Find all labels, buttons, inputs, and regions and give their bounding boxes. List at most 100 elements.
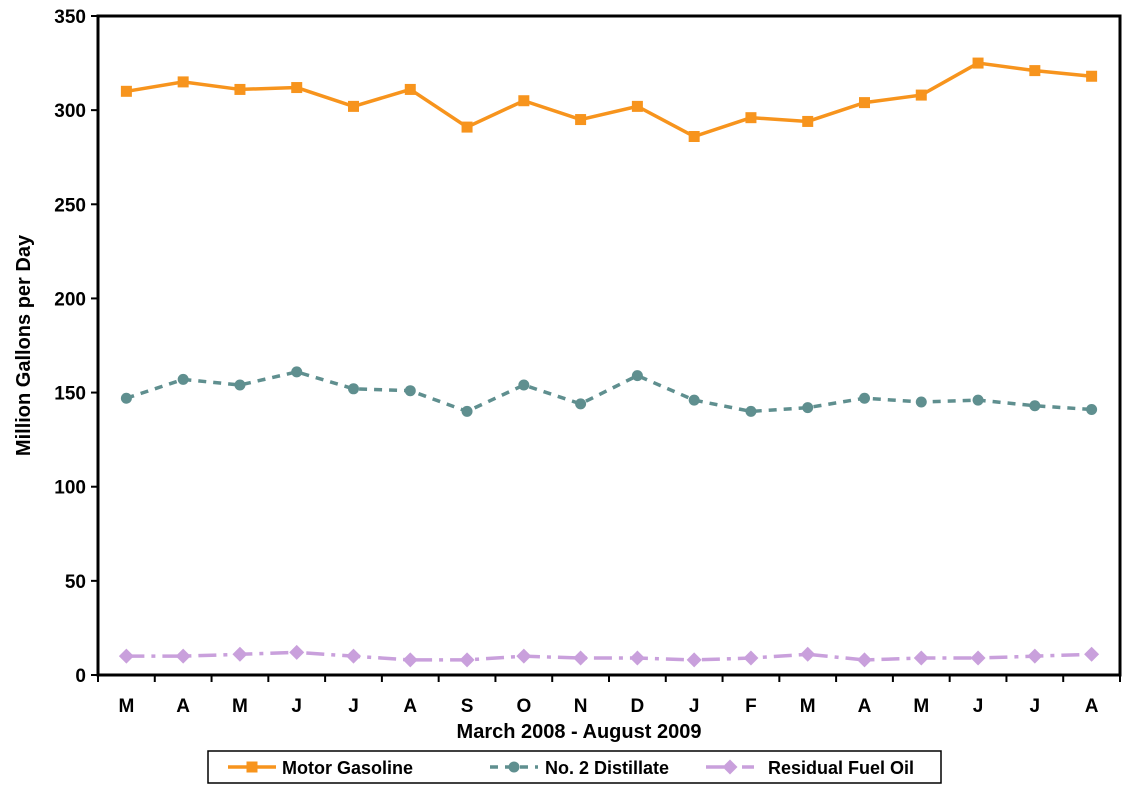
data-point xyxy=(1029,65,1041,77)
series-0 xyxy=(120,57,1098,143)
data-point xyxy=(575,114,587,126)
legend-label: Residual Fuel Oil xyxy=(768,758,914,778)
data-point xyxy=(972,394,984,406)
x-tick-label: S xyxy=(461,696,474,717)
data-point xyxy=(1029,400,1041,412)
series-1 xyxy=(120,366,1098,417)
data-point xyxy=(857,652,872,668)
data-point xyxy=(688,131,700,143)
data-point xyxy=(1084,646,1100,662)
data-point xyxy=(573,650,589,666)
data-point xyxy=(291,366,303,378)
data-point xyxy=(913,650,929,666)
legend-swatch-marker xyxy=(722,759,738,775)
y-tick-label: 200 xyxy=(54,289,86,310)
series-2 xyxy=(118,644,1100,668)
legend-box xyxy=(207,750,942,784)
data-point xyxy=(234,379,246,391)
data-point xyxy=(461,121,473,133)
x-tick-label: M xyxy=(800,696,816,717)
data-point xyxy=(688,394,700,406)
data-point xyxy=(348,100,359,112)
data-point xyxy=(404,385,416,397)
data-point xyxy=(348,383,359,395)
y-tick-label: 350 xyxy=(54,7,86,28)
x-tick-label: A xyxy=(403,696,417,717)
data-point xyxy=(177,76,189,88)
data-point xyxy=(118,648,134,664)
data-point xyxy=(745,112,757,124)
x-tick-label: A xyxy=(176,696,190,717)
data-point xyxy=(516,648,532,664)
y-tick-label: 250 xyxy=(54,195,86,216)
data-point xyxy=(972,57,984,69)
x-tick-label: M xyxy=(913,696,929,717)
data-point xyxy=(629,650,645,666)
series-lines xyxy=(118,57,1100,668)
x-tick-label: J xyxy=(1030,696,1041,717)
data-point xyxy=(631,370,643,382)
y-axis-title: Million Gallons per Day xyxy=(13,234,35,456)
legend-swatch-marker xyxy=(246,761,258,773)
data-point xyxy=(518,95,530,107)
data-point xyxy=(289,644,305,660)
data-point xyxy=(745,405,757,417)
data-point xyxy=(234,83,246,95)
data-point xyxy=(915,396,927,408)
series-line xyxy=(126,61,1092,139)
data-point xyxy=(346,648,361,664)
data-point xyxy=(404,83,416,95)
data-point xyxy=(120,85,132,97)
y-tick-label: 100 xyxy=(54,478,86,499)
data-point xyxy=(120,392,132,404)
data-point xyxy=(232,646,248,662)
series-line xyxy=(126,650,1092,662)
x-tick-label: N xyxy=(574,696,588,717)
data-point xyxy=(402,652,418,668)
legend-label: Motor Gasoline xyxy=(282,758,413,778)
x-tick-label: M xyxy=(232,696,248,717)
data-point xyxy=(1086,70,1098,82)
x-tick-label: J xyxy=(973,696,984,717)
plot-frame xyxy=(96,14,1122,677)
data-point xyxy=(1027,648,1043,664)
data-point xyxy=(800,646,816,662)
data-point xyxy=(518,379,530,391)
y-axis: 0 50 100 150 200 250 300 350 xyxy=(54,7,98,687)
data-point xyxy=(291,82,303,94)
y-tick-label: 150 xyxy=(54,384,86,405)
x-tick-label: F xyxy=(745,696,757,717)
x-tick-label: A xyxy=(1085,696,1099,717)
data-point xyxy=(575,398,587,410)
legend-label: No. 2 Distillate xyxy=(545,758,669,778)
data-point xyxy=(859,97,870,109)
y-tick-label: 0 xyxy=(75,666,86,687)
y-tick-label: 300 xyxy=(54,101,86,122)
x-axis-title: March 2008 - August 2009 xyxy=(457,721,702,743)
x-tick-label: J xyxy=(689,696,700,717)
data-point xyxy=(859,392,870,404)
data-point xyxy=(743,650,759,666)
data-point xyxy=(631,100,643,112)
data-point xyxy=(461,405,473,417)
y-tick-label: 50 xyxy=(65,572,86,593)
data-point xyxy=(175,648,191,664)
x-tick-label: O xyxy=(516,696,531,717)
series-line xyxy=(125,370,1092,414)
legend-swatch-marker xyxy=(508,761,520,773)
data-point xyxy=(802,115,814,127)
data-point xyxy=(1086,404,1098,416)
x-tick-label: M xyxy=(118,696,134,717)
data-point xyxy=(915,89,927,101)
data-point xyxy=(802,402,814,414)
x-tick-label: D xyxy=(631,696,645,717)
legend: Motor Gasoline No. 2 Distillate Residual F… xyxy=(207,750,942,784)
data-point xyxy=(686,652,702,668)
data-point xyxy=(177,373,189,385)
x-tick-label: J xyxy=(348,696,359,717)
x-tick-label: A xyxy=(858,696,872,717)
data-point xyxy=(970,650,986,666)
x-tick-label: J xyxy=(291,696,302,717)
